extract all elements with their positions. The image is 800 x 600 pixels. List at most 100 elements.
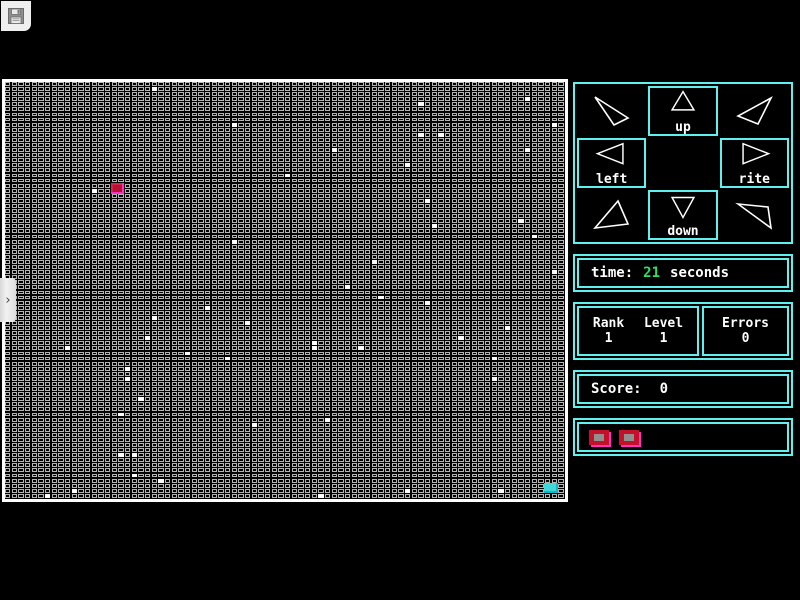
maze-cell bbox=[78, 300, 84, 305]
maze-cell bbox=[425, 219, 431, 224]
maze-cell bbox=[165, 285, 171, 290]
maze-cell bbox=[538, 122, 544, 127]
maze-cell bbox=[378, 341, 384, 346]
maze-cell bbox=[311, 168, 318, 173]
maze-cell bbox=[451, 234, 458, 239]
maze-cell bbox=[38, 188, 44, 193]
maze-cell bbox=[151, 183, 158, 188]
maze-cell bbox=[358, 376, 364, 381]
maze-cell bbox=[251, 112, 258, 117]
maze-cell bbox=[198, 270, 204, 275]
maze-cell bbox=[531, 346, 538, 351]
maze-cell bbox=[38, 310, 44, 315]
maze-cell bbox=[458, 259, 464, 264]
maze-cell bbox=[38, 198, 44, 203]
maze-cell bbox=[258, 132, 264, 137]
maze-cell bbox=[258, 214, 264, 219]
maze-cell bbox=[98, 239, 104, 244]
maze-cell bbox=[345, 275, 351, 280]
maze-cell bbox=[151, 173, 158, 178]
maze-cell bbox=[205, 122, 211, 127]
maze-cell bbox=[165, 295, 171, 300]
maze-cell bbox=[25, 188, 31, 193]
maze-cell bbox=[25, 280, 31, 285]
maze-cell bbox=[25, 310, 31, 315]
maze-cell bbox=[51, 265, 58, 269]
maze-cell bbox=[98, 163, 104, 168]
maze-cell bbox=[518, 214, 524, 219]
maze-cell bbox=[151, 244, 158, 249]
maze-cell bbox=[11, 259, 18, 264]
maze-cell bbox=[365, 300, 371, 305]
maze-cell bbox=[331, 158, 338, 163]
maze-cell bbox=[178, 153, 184, 158]
maze-cell bbox=[265, 346, 271, 351]
maze-cell bbox=[325, 112, 331, 117]
save-button[interactable] bbox=[1, 1, 31, 31]
maze-cell bbox=[525, 193, 531, 198]
maze-cell bbox=[211, 188, 218, 193]
maze-cell bbox=[98, 112, 104, 117]
maze-cell bbox=[125, 82, 131, 86]
maze-cell bbox=[305, 198, 311, 203]
maze-cell bbox=[371, 356, 378, 361]
maze-cell bbox=[505, 122, 511, 127]
maze-cell bbox=[431, 321, 438, 325]
maze-cell bbox=[511, 97, 518, 102]
maze-cell bbox=[191, 341, 198, 346]
maze-cell bbox=[538, 326, 544, 330]
maze-cell bbox=[265, 87, 271, 91]
maze-cell bbox=[345, 254, 351, 259]
maze-cell bbox=[371, 270, 378, 275]
maze-cell bbox=[305, 351, 311, 356]
maze-cell bbox=[45, 321, 51, 325]
maze-cell bbox=[505, 280, 511, 285]
maze-cell bbox=[38, 315, 44, 320]
maze-cell bbox=[171, 270, 178, 275]
maze-cell bbox=[331, 371, 338, 376]
maze-cell bbox=[151, 158, 158, 163]
maze-cell bbox=[385, 351, 391, 356]
maze-cell bbox=[71, 326, 78, 330]
maze-cell bbox=[178, 270, 184, 275]
maze-cell bbox=[338, 209, 344, 213]
maze-cell bbox=[531, 244, 538, 249]
maze-cell bbox=[498, 122, 504, 127]
maze-cell bbox=[525, 300, 531, 305]
maze-cell bbox=[238, 148, 244, 152]
maze-cell bbox=[518, 249, 524, 254]
maze-board[interactable] bbox=[5, 82, 565, 499]
maze-cell bbox=[265, 137, 271, 142]
maze-cell bbox=[165, 361, 171, 366]
maze-cell bbox=[245, 336, 251, 341]
maze-cell bbox=[551, 300, 558, 305]
maze-cell bbox=[465, 188, 471, 193]
maze-cell bbox=[191, 193, 198, 198]
maze-cell bbox=[298, 280, 304, 285]
maze-cell bbox=[65, 87, 71, 91]
maze-cell bbox=[191, 305, 198, 310]
maze-cell bbox=[45, 178, 51, 183]
maze-cell bbox=[18, 117, 24, 122]
maze-cell bbox=[345, 351, 351, 356]
maze-cell bbox=[245, 122, 251, 127]
maze-cell bbox=[305, 280, 311, 285]
maze-cell bbox=[505, 87, 511, 91]
maze-cell bbox=[378, 209, 384, 213]
maze-cell bbox=[498, 87, 504, 91]
maze-cell bbox=[538, 376, 544, 381]
maze-cell bbox=[45, 214, 51, 219]
maze-cell bbox=[525, 239, 531, 244]
maze-cell bbox=[111, 382, 118, 386]
maze-cell bbox=[331, 198, 338, 203]
maze-cell bbox=[98, 198, 104, 203]
expand-sidebar-handle[interactable]: › bbox=[0, 278, 16, 322]
maze-cell bbox=[278, 295, 284, 300]
maze-cell bbox=[345, 163, 351, 168]
maze-cell bbox=[451, 331, 458, 336]
maze-cell bbox=[125, 361, 131, 366]
maze-cell bbox=[291, 239, 298, 244]
maze-cell bbox=[198, 305, 204, 310]
maze-cell bbox=[71, 143, 78, 147]
maze-cell bbox=[171, 193, 178, 198]
